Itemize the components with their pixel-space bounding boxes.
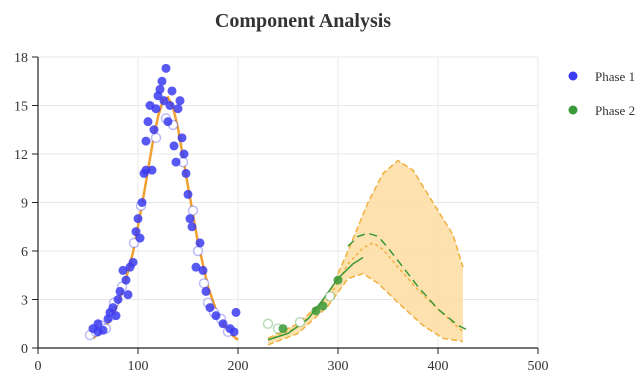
- faint-point: [262, 318, 274, 329]
- legend-marker: [568, 105, 578, 115]
- legend-marker: [568, 71, 578, 81]
- y-tick-label: 18: [14, 51, 28, 66]
- y-tick-label: 3: [21, 294, 28, 309]
- phase1-point: [128, 257, 138, 267]
- phase1-point: [229, 327, 239, 337]
- faint-point: [187, 205, 199, 216]
- phase1-point: [93, 319, 103, 329]
- phase2-point: [333, 275, 343, 285]
- phase1-point: [183, 189, 193, 199]
- phase1-point: [195, 238, 205, 248]
- phase1-point: [169, 141, 179, 151]
- phase1-point: [171, 157, 181, 167]
- phase2-fit-line: [267, 256, 364, 341]
- x-tick-label: 400: [428, 359, 449, 374]
- phase1-point: [165, 101, 175, 110]
- legend-label: Phase 2: [595, 103, 635, 118]
- phase1-point: [149, 125, 159, 135]
- phase1-point: [93, 327, 103, 337]
- axes: 0 100 200 300 400 500 0 3 6 9 12 15 18: [14, 51, 549, 374]
- phase1-point: [211, 311, 221, 321]
- phase1-point: [115, 286, 125, 296]
- phase1-point: [201, 286, 211, 296]
- phase1-point: [198, 265, 208, 275]
- phase1-point: [141, 165, 151, 175]
- phase1-point: [161, 63, 171, 73]
- faint-point: [150, 132, 162, 144]
- phase1-point: [155, 84, 165, 94]
- phase1-point: [218, 319, 228, 329]
- phase1-point: [141, 136, 151, 146]
- phase1-point: [159, 96, 169, 106]
- faint-point: [294, 316, 306, 328]
- forecast-band: [267, 159, 464, 346]
- phase1-point: [177, 133, 187, 143]
- phase1-point: [231, 307, 241, 317]
- phase2-forecast-line: [347, 232, 469, 331]
- phase1-point: [108, 303, 118, 313]
- phase1-point: [205, 303, 215, 313]
- x-tick-label: 300: [328, 359, 349, 374]
- y-tick-label: 12: [14, 148, 28, 163]
- x-tick-label: 500: [528, 359, 549, 374]
- y-tick-label: 0: [21, 342, 28, 357]
- phase1-point: [187, 222, 197, 232]
- phase1-point: [173, 104, 183, 114]
- faint-point: [192, 245, 204, 257]
- phase2-point: [318, 301, 328, 311]
- phase1-point: [151, 104, 161, 114]
- faint-point: [128, 237, 140, 249]
- phase1-point: [181, 168, 191, 178]
- phase1-point: [131, 227, 141, 237]
- phase2-point: [278, 324, 288, 334]
- y-tick-label: 9: [21, 197, 28, 212]
- x-tick-label: 100: [128, 359, 149, 374]
- phase1-point: [185, 214, 195, 224]
- y-tick-label: 6: [21, 245, 28, 260]
- phase1-point: [137, 198, 147, 207]
- phase1-point: [167, 86, 177, 96]
- phase1-point: [179, 149, 189, 159]
- phase2-point: [311, 306, 321, 316]
- phase1-point: [118, 265, 128, 275]
- phase1-point: [143, 117, 153, 127]
- x-tick-label: 200: [228, 359, 249, 374]
- phase1-point: [113, 295, 123, 304]
- phase1-point: [123, 290, 133, 300]
- x-tick-label: 0: [35, 359, 42, 374]
- legend-label: Phase 1: [595, 69, 635, 84]
- chart-title: Component Analysis: [215, 10, 391, 32]
- legend: Phase 1 Phase 2: [568, 69, 635, 118]
- y-tick-label: 15: [14, 100, 28, 115]
- phase1-point: [163, 117, 173, 127]
- phase1-point: [121, 275, 131, 285]
- faint-point: [324, 291, 336, 302]
- band-upper-line: [267, 159, 464, 339]
- faint-point: [198, 278, 210, 289]
- phase1-point: [133, 214, 143, 224]
- band-area: [268, 160, 463, 345]
- phase1-point: [135, 233, 145, 243]
- phase1-point: [175, 96, 185, 106]
- data-points: [84, 63, 343, 341]
- band-lower-line: [267, 272, 464, 346]
- phase1-point: [111, 311, 121, 321]
- phase1-point: [157, 76, 167, 86]
- phase1-point: [191, 262, 201, 272]
